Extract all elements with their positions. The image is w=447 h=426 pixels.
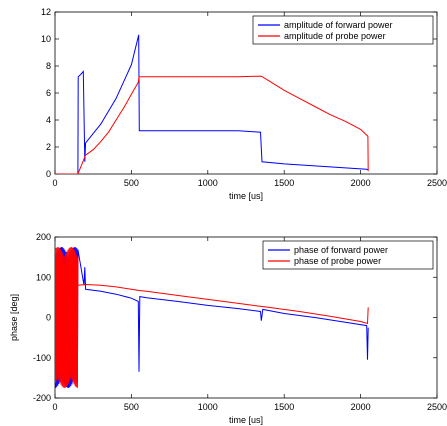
- y-tick-label: 0: [46, 169, 51, 179]
- x-tick-label: 0: [52, 178, 57, 188]
- x-tick-label: 2500: [427, 178, 447, 188]
- y-tick-label: -100: [33, 353, 51, 363]
- y-tick-label: 12: [41, 7, 51, 17]
- x-tick-label: 1000: [198, 178, 218, 188]
- x-tick-label: 500: [124, 402, 139, 412]
- x-tick-label: 1500: [274, 178, 294, 188]
- x-axis-label: time [us]: [229, 415, 263, 425]
- legend-box: [252, 15, 434, 45]
- phase-chart: 0 500 1000 1500 2000 2500 -200 -100 0 100 200 time …: [9, 232, 447, 425]
- y-tick-label: 200: [36, 232, 51, 242]
- legend-box: [262, 240, 434, 270]
- x-tick-label: 2000: [351, 402, 371, 412]
- legend-label: amplitude of forward power: [284, 20, 393, 30]
- x-tick-label: 1000: [198, 402, 218, 412]
- x-tick-label: 1500: [274, 402, 294, 412]
- series-line-amplitude-of-probe-power: [55, 75, 369, 174]
- y-axis-label: phase [deg]: [9, 294, 19, 341]
- y-tick-label: 4: [46, 115, 51, 125]
- x-tick-label: 500: [124, 178, 139, 188]
- legend-label: phase of forward power: [294, 245, 388, 255]
- legend-label: phase of probe power: [294, 256, 381, 266]
- y-tick-label: 0: [46, 313, 51, 323]
- y-tick-label: 6: [46, 88, 51, 98]
- x-axis-label: time [us]: [229, 191, 263, 201]
- y-tick-label: 8: [46, 61, 51, 71]
- y-tick-label: -200: [33, 393, 51, 403]
- series-line-amplitude-of-forward-power: [55, 34, 369, 174]
- x-tick-label: 2000: [351, 178, 371, 188]
- y-tick-label: 100: [36, 272, 51, 282]
- y-tick-label: 2: [46, 142, 51, 152]
- series-line-phase-of-probe-power: [55, 247, 369, 388]
- x-tick-label: 0: [52, 402, 57, 412]
- amplitude-chart: 0 500 1000 1500 2000 2500 0 2 4 6 8 10 12 time [us] am…: [41, 7, 447, 201]
- y-tick-label: 10: [41, 34, 51, 44]
- legend-label: amplitude of probe power: [284, 31, 386, 41]
- x-tick-label: 2500: [427, 402, 447, 412]
